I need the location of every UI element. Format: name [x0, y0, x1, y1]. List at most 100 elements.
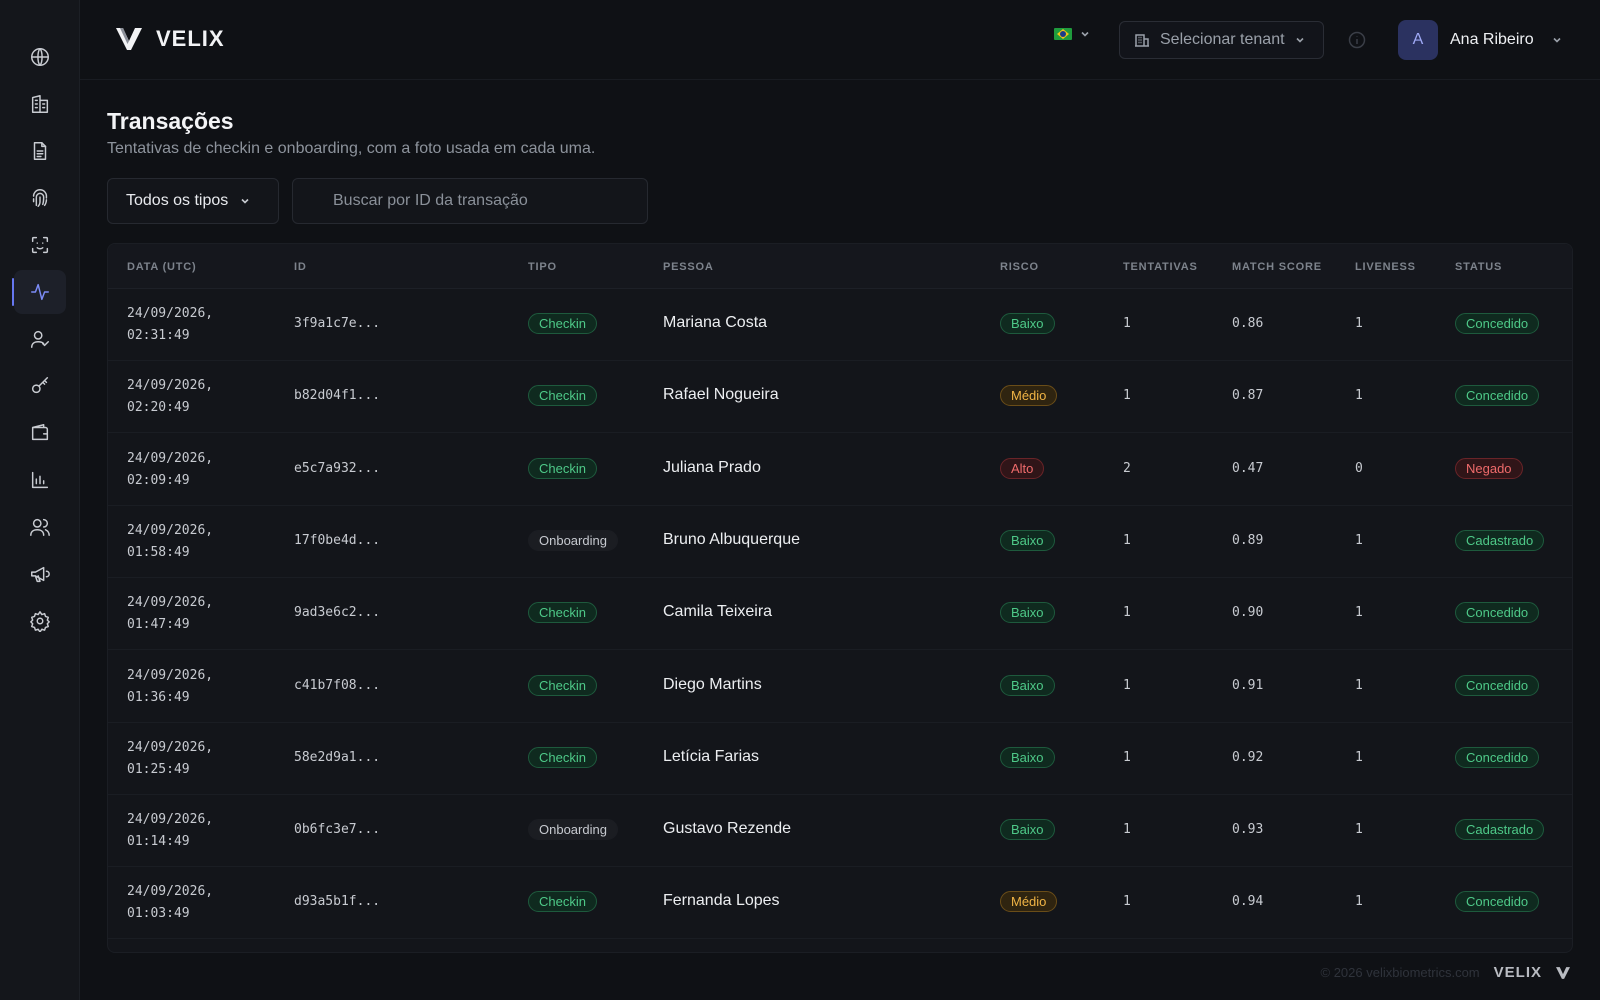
key-icon: [31, 377, 49, 394]
status-badge: Concedido: [1455, 674, 1540, 696]
sidebar-item-campaigns[interactable]: [14, 552, 66, 596]
brazil-flag-icon: [1054, 28, 1072, 40]
table-row[interactable]: 24/09/2026, 01:14:49 0b6fc3e7... Onboardin…: [108, 795, 1572, 868]
column-header-person[interactable]: PESSOA: [663, 261, 714, 273]
cell-id[interactable]: b82d04f1...: [294, 388, 381, 404]
column-header-risk[interactable]: RISCO: [1000, 261, 1039, 273]
cell-date: 24/09/2026, 01:14:49: [127, 812, 214, 850]
tenant-selector[interactable]: Selecionar tenant: [1119, 21, 1324, 59]
cell-match-score: 0.87: [1232, 388, 1264, 404]
tenant-selector-label: Selecionar tenant: [1160, 31, 1285, 48]
table-row[interactable]: 24/09/2026, 01:03:49 d93a5b1f... Checkin Fe…: [108, 867, 1572, 940]
type-filter-select[interactable]: Todos os tipos: [107, 178, 279, 224]
cell-id[interactable]: 9ad3e6c2...: [294, 605, 381, 621]
type-badge: Checkin: [528, 746, 597, 768]
table-row[interactable]: 24/09/2026, 01:47:49 9ad3e6c2... Checkin Ca…: [108, 578, 1572, 651]
cell-liveness: 1: [1355, 822, 1363, 838]
cell-attempts: 1: [1123, 749, 1131, 765]
cell-date: 24/09/2026, 02:20:49: [127, 378, 214, 416]
cell-liveness: 1: [1355, 316, 1363, 331]
building-icon: [1135, 34, 1149, 47]
type-badge: Checkin: [528, 602, 597, 624]
column-header-id[interactable]: ID: [294, 261, 307, 273]
page-subtitle: Tentativas de checkin e onboarding, com …: [107, 140, 596, 157]
sidebar-item-reports[interactable]: [14, 458, 66, 502]
risk-badge: Baixo: [1000, 674, 1055, 696]
status-badge: Concedido: [1455, 602, 1540, 624]
cell-liveness: 0: [1355, 460, 1363, 476]
cell-liveness: 1: [1355, 894, 1363, 910]
user-name: Ana Ribeiro: [1450, 31, 1534, 48]
document-icon: [33, 142, 47, 160]
sidebar-item-wallet[interactable]: [14, 411, 66, 455]
cell-id[interactable]: 17f0be4d...: [294, 532, 381, 548]
sidebar-item-users[interactable]: [14, 505, 66, 549]
avatar: A: [1398, 20, 1438, 60]
cell-id[interactable]: 3f9a1c7e...: [294, 316, 381, 331]
sidebar-item-globe[interactable]: [14, 35, 66, 79]
sidebar-item-settings[interactable]: [14, 599, 66, 643]
cell-attempts: 2: [1123, 460, 1131, 476]
cell-id[interactable]: d93a5b1f...: [294, 894, 381, 910]
type-filter-label: Todos os tipos: [126, 192, 229, 209]
column-header-status[interactable]: STATUS: [1455, 261, 1503, 273]
status-badge: Concedido: [1455, 313, 1540, 334]
info-button[interactable]: [1348, 31, 1366, 49]
sidebar-item-fingerprint[interactable]: [14, 176, 66, 220]
cell-date: 24/09/2026, 01:47:49: [127, 595, 214, 633]
cell-person: Fernanda Lopes: [663, 892, 780, 910]
users-icon: [30, 518, 50, 536]
cell-id[interactable]: 0b6fc3e7...: [294, 822, 381, 838]
cell-id[interactable]: 58e2d9a1...: [294, 749, 381, 765]
cell-person: Camila Teixeira: [663, 603, 773, 621]
risk-badge: Alto: [1000, 457, 1045, 479]
sidebar-item-transactions[interactable]: [12, 270, 66, 314]
user-menu[interactable]: A Ana Ribeiro: [1398, 20, 1562, 60]
cell-date: 24/09/2026, 01:25:49: [127, 739, 214, 777]
column-header-date[interactable]: DATA (UTC): [127, 261, 197, 273]
status-badge: Cadastrado: [1455, 819, 1545, 841]
gear-icon: [30, 611, 50, 632]
column-header-attempts[interactable]: TENTATIVAS: [1123, 261, 1198, 273]
column-header-match-score[interactable]: MATCH SCORE: [1232, 261, 1322, 273]
sidebar-item-face-scan[interactable]: [14, 223, 66, 267]
status-badge: Concedido: [1455, 746, 1540, 768]
table-header: DATA (UTC) ID TIPO PESSOA RISCO TENTATIV…: [108, 244, 1572, 289]
cell-liveness: 1: [1355, 532, 1363, 548]
cell-id[interactable]: e5c7a932...: [294, 460, 381, 476]
table-row[interactable]: 24/09/2026, 02:31:49 3f9a1c7e... Checkin Ma…: [108, 289, 1572, 361]
table-row[interactable]: 24/09/2026, 02:20:49 b82d04f1... Checkin Ra…: [108, 361, 1572, 434]
table-row[interactable]: 24/09/2026, 01:58:49 17f0be4d... Onboardin…: [108, 506, 1572, 578]
chevron-down-icon: [241, 198, 249, 204]
cell-attempts: 1: [1123, 532, 1131, 548]
table-row[interactable]: 24/09/2026, 02:09:49 e5c7a932... Checkin Ju…: [108, 434, 1572, 506]
velix-logo-icon: [1556, 966, 1570, 979]
transaction-search-input[interactable]: [292, 178, 648, 224]
cell-date: 24/09/2026, 01:58:49: [127, 522, 214, 560]
cell-person: Rafael Nogueira: [663, 386, 779, 404]
table-row[interactable]: 24/09/2026, 01:25:49 58e2d9a1... Checkin Le…: [108, 723, 1572, 795]
top-header: VELIX Selecionar tenant A Ana Ribeiro: [80, 0, 1600, 80]
table-row[interactable]: 24/09/2026, 01:36:49 c41b7f08... Checkin Di…: [108, 651, 1572, 723]
user-check-icon: [31, 330, 49, 348]
cell-id[interactable]: c41b7f08...: [294, 677, 381, 693]
sidebar-item-documents[interactable]: [14, 129, 66, 173]
chevron-down-icon: [1295, 37, 1304, 43]
wallet-icon: [31, 424, 49, 441]
risk-badge: Baixo: [1000, 529, 1055, 551]
cell-match-score: 0.86: [1232, 316, 1264, 331]
language-selector[interactable]: [1054, 28, 1090, 40]
sidebar-item-building[interactable]: [14, 82, 66, 126]
column-header-liveness[interactable]: LIVENESS: [1355, 261, 1416, 273]
cell-attempts: 1: [1123, 894, 1131, 910]
brand-name: VELIX: [156, 26, 225, 51]
sidebar-item-user-check[interactable]: [14, 317, 66, 361]
brand-logo[interactable]: VELIX: [116, 26, 225, 52]
type-badge: Onboarding: [528, 529, 618, 551]
cell-liveness: 1: [1355, 605, 1363, 621]
sidebar-item-keys[interactable]: [14, 364, 66, 408]
cell-person: Mariana Costa: [663, 314, 768, 331]
column-header-type[interactable]: TIPO: [528, 261, 557, 273]
sidebar: [0, 0, 80, 1000]
risk-badge: Baixo: [1000, 602, 1055, 624]
